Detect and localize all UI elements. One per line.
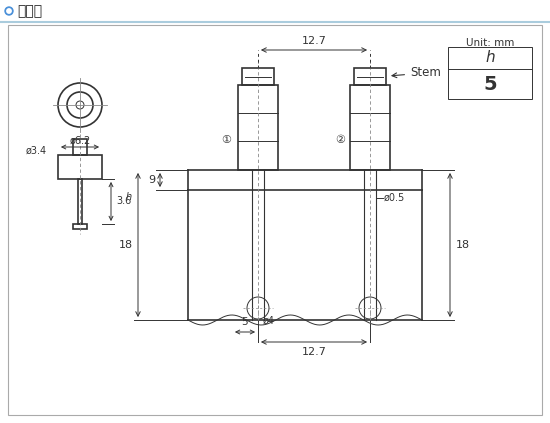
Text: ø0.5: ø0.5 (384, 193, 405, 203)
Bar (350, 85, 390, 170)
Text: h: h (485, 50, 495, 66)
Text: Unit: mm: Unit: mm (466, 38, 514, 48)
Text: 18: 18 (456, 240, 470, 250)
Bar (78, 179, 82, 224)
Bar (354, 68, 386, 85)
Bar (238, 85, 278, 170)
Text: 外形图: 外形图 (17, 4, 42, 18)
Text: h: h (126, 192, 132, 203)
Text: ②: ② (335, 135, 345, 145)
Text: 9: 9 (148, 175, 155, 185)
Bar (73, 224, 87, 229)
Text: ø6.2: ø6.2 (69, 136, 91, 146)
Circle shape (5, 7, 13, 15)
Text: ø4: ø4 (263, 316, 275, 326)
Text: 3.6: 3.6 (116, 197, 131, 206)
Bar (242, 68, 274, 85)
Text: 5: 5 (483, 74, 497, 93)
Text: 12.7: 12.7 (301, 347, 327, 357)
Text: 5: 5 (241, 317, 248, 327)
Text: ø3.4: ø3.4 (25, 146, 47, 156)
Circle shape (7, 9, 11, 13)
Text: 12.7: 12.7 (301, 36, 327, 46)
Bar (58, 155, 102, 179)
Text: ①: ① (221, 135, 231, 145)
Text: Stem: Stem (392, 66, 441, 80)
Bar (73, 139, 87, 155)
Text: 18: 18 (119, 240, 133, 250)
Bar (448, 47, 532, 99)
